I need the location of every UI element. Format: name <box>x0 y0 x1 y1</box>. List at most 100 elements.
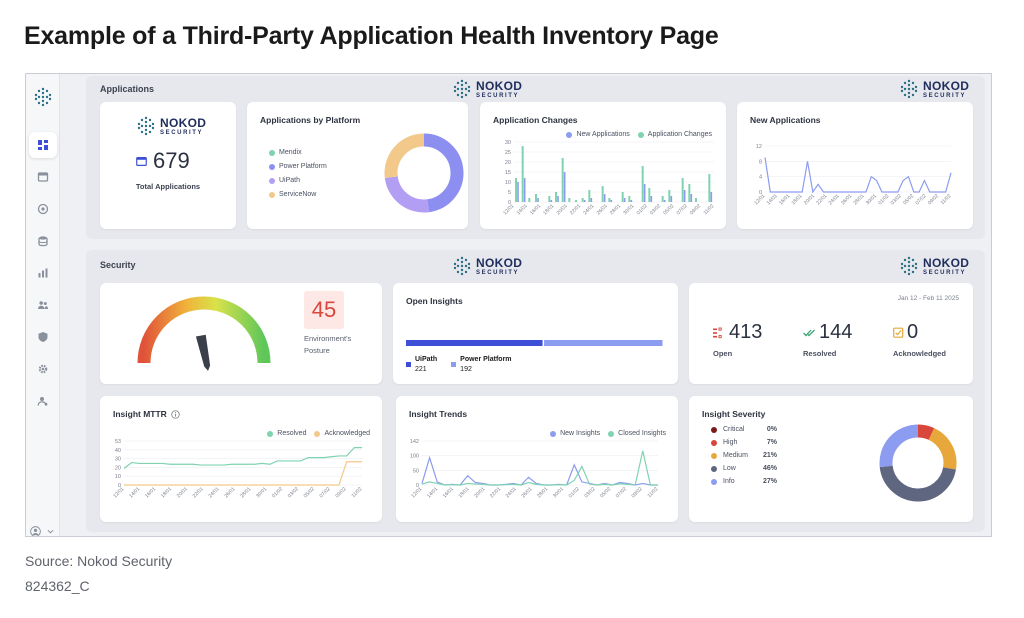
x-tick-label: 01/02 <box>877 193 890 206</box>
legend-label: Acknowledged <box>324 430 370 437</box>
insight-trends-card[interactable]: Insight Trends New Insights Closed Insig… <box>396 396 678 522</box>
bar-new-applications <box>683 190 686 202</box>
donut-slice-power-platform <box>423 133 464 213</box>
x-tick-label: 18/01 <box>791 193 804 206</box>
x-tick-label: 28/01 <box>239 486 252 499</box>
bar-new-applications <box>650 196 653 202</box>
brand-name: NOKOD <box>476 255 523 270</box>
new-applications-line <box>764 157 952 194</box>
x-tick-label: 12/01 <box>502 203 515 216</box>
insight-mttr-card[interactable]: Insight MTTR Resolved Acknowledged 53 40 3… <box>100 396 382 522</box>
insights-summary-card[interactable]: Jan 12 - Feb 11 2025 413 Open 144 Resolv… <box>689 283 973 384</box>
brand-sub: SECURITY <box>476 92 520 99</box>
legend-item: Mendix <box>269 149 327 156</box>
database-icon <box>38 236 48 247</box>
severity-legend-item: Critical 0% <box>711 426 777 433</box>
legend-dot <box>269 177 275 184</box>
severity-legend-item: Medium 21% <box>711 452 777 459</box>
mttr-legend: Resolved Acknowledged <box>267 430 370 437</box>
open-value: 413 <box>729 321 763 343</box>
brand-sub: SECURITY <box>160 129 204 136</box>
card-title: Insight Severity <box>702 409 766 419</box>
double-check-icon <box>803 329 815 336</box>
y-tick-label: 30 <box>505 140 511 146</box>
trends-legend: New Insights Closed Insights <box>550 430 666 437</box>
insight-severity-card[interactable]: Insight Severity Critical 0% High 7% Medium 2… <box>689 396 973 522</box>
donut-slice-medium <box>928 428 957 470</box>
legend-dot <box>267 430 274 437</box>
bar-application-changes <box>601 186 604 202</box>
nokod-logo-icon <box>34 87 52 107</box>
brand-name: NOKOD <box>160 115 207 130</box>
sidebar-item-scan[interactable] <box>29 196 57 222</box>
changes-legend: New Applications Application Changes <box>566 131 712 138</box>
legend-value: 192 <box>460 366 472 373</box>
sidebar-item-applications[interactable] <box>29 164 57 190</box>
legend-label: Power Platform <box>460 356 512 363</box>
insights-bar-segment <box>544 340 663 346</box>
bar-application-changes <box>521 146 524 202</box>
legend-dot <box>314 430 321 437</box>
bar-application-changes <box>648 188 651 202</box>
sidebar-item-settings[interactable] <box>29 356 57 382</box>
bar-new-applications <box>590 198 593 202</box>
shield-icon <box>38 332 48 342</box>
severity-label: Medium <box>723 452 748 459</box>
legend-label: Power Platform <box>279 163 327 170</box>
bar-application-changes <box>575 200 577 202</box>
sidebar-item-users[interactable] <box>29 292 57 318</box>
x-tick-label: 07/02 <box>615 486 628 499</box>
figure-code: 824362_C <box>25 578 90 594</box>
x-tick-label: 24/01 <box>828 193 841 206</box>
x-tick-label: 01/02 <box>636 203 649 216</box>
x-tick-label: 18/01 <box>542 203 555 216</box>
nokod-logo-icon <box>137 116 155 136</box>
severity-legend-item: High 7% <box>711 439 777 446</box>
x-tick-label: 22/01 <box>489 486 502 499</box>
x-tick-label: 30/01 <box>865 193 878 206</box>
x-tick-label: 20/01 <box>556 203 569 216</box>
bar-application-changes <box>641 166 644 202</box>
x-tick-label: 03/02 <box>890 193 903 206</box>
sidebar-item-reports[interactable] <box>29 260 57 286</box>
legend-dot <box>269 191 275 198</box>
bar-chart-icon <box>38 268 48 278</box>
brand-name: NOKOD <box>476 78 523 93</box>
sidebar-item-security[interactable] <box>29 324 57 350</box>
date-range[interactable]: Jan 12 - Feb 11 2025 <box>897 295 959 302</box>
sidebar-item-account[interactable] <box>29 388 57 414</box>
applications-by-platform-card[interactable]: Applications by Platform Mendix Power Pla… <box>247 102 468 229</box>
section-brand-logo: NOKOD SECURITY <box>899 256 969 276</box>
sidebar-item-dashboard[interactable] <box>29 132 57 158</box>
bar-application-changes <box>561 158 564 202</box>
brand-name: NOKOD <box>923 78 970 93</box>
resolved-label: Resolved <box>803 349 837 358</box>
x-tick-label: 14/01 <box>128 486 141 499</box>
y-tick-label: 10 <box>115 474 121 480</box>
legend-swatch <box>451 362 457 367</box>
info-icon[interactable] <box>171 409 180 419</box>
donut-slice-high <box>917 424 935 441</box>
x-tick-label: 20/01 <box>176 486 189 499</box>
legend-label: New Insights <box>560 430 601 437</box>
y-tick-label: 50 <box>413 468 419 474</box>
brand-sub: SECURITY <box>476 269 520 276</box>
x-tick-label: 20/01 <box>803 193 816 206</box>
new-applications-card[interactable]: New Applications 12 8 4 0 12/01 14/01 16/01 18/… <box>737 102 973 229</box>
card-title: Open Insights <box>406 296 463 306</box>
bar-application-changes <box>528 198 531 202</box>
posture-card[interactable]: 45 Environment's Posture <box>100 283 382 384</box>
sidebar-profile[interactable] <box>30 526 54 536</box>
open-insights-card[interactable]: Open Insights UiPath 221 Power Platform 19… <box>393 283 678 384</box>
x-tick-label: 01/02 <box>568 486 581 499</box>
bar-new-applications <box>610 200 613 202</box>
y-tick-label: 0 <box>416 483 419 489</box>
x-tick-label: 30/01 <box>552 486 565 499</box>
severity-donut-chart <box>879 424 957 502</box>
total-applications-card[interactable]: NOKOD SECURITY 679 Total Applications <box>100 102 236 229</box>
bar-new-applications <box>523 178 526 202</box>
bar-new-applications <box>517 182 519 202</box>
application-changes-card[interactable]: Application Changes New Applications App… <box>480 102 726 229</box>
sidebar-item-database[interactable] <box>29 228 57 254</box>
severity-label: Critical <box>723 426 745 433</box>
